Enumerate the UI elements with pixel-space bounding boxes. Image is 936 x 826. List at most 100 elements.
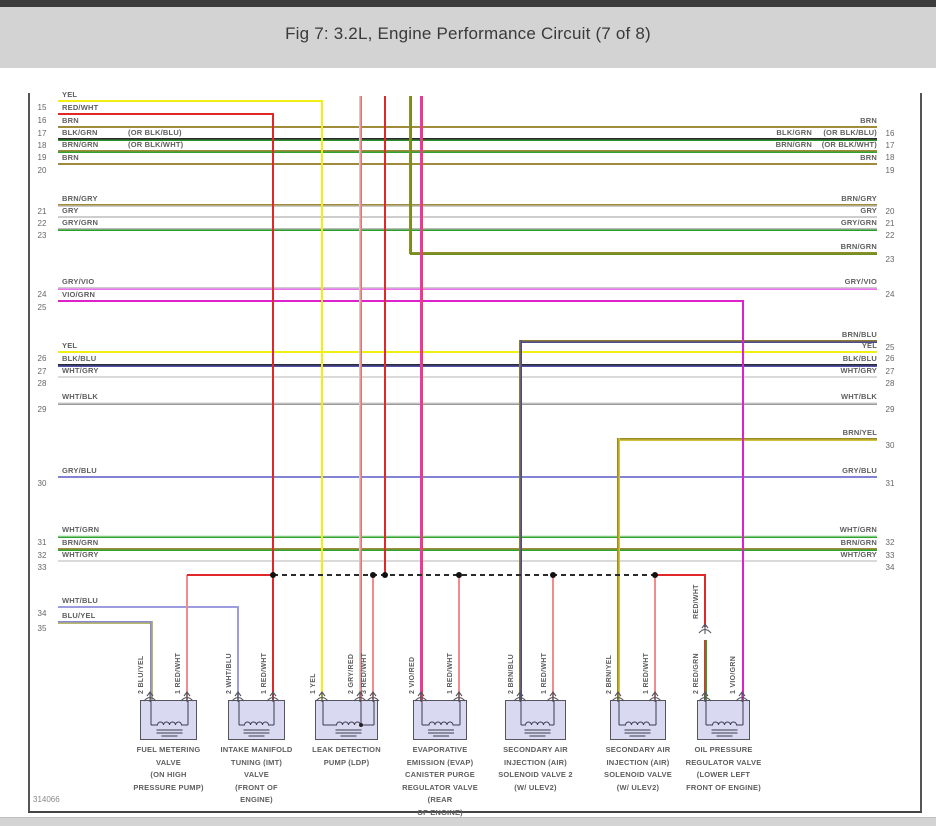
component-pin-label: 2 BRN/BLU xyxy=(508,653,515,694)
wire-yel xyxy=(320,100,324,700)
component-pin-label: 3 RED/WHT xyxy=(361,652,368,694)
wire-brn xyxy=(58,162,877,166)
pin-number-right: 26 xyxy=(885,354,895,363)
wire-label-right: BRN xyxy=(860,116,877,125)
wire-brn xyxy=(58,125,877,129)
wire-label-right: WHT/GRY xyxy=(840,550,877,559)
pin-arrow-icon xyxy=(266,689,280,702)
pin-number-right: 28 xyxy=(885,379,895,388)
junction-dot xyxy=(370,572,376,578)
pin-number-left: 30 xyxy=(37,479,47,488)
component-name-line: (REAR xyxy=(427,795,453,804)
wire-label-left: GRY/BLU xyxy=(62,466,97,475)
wire-label-left: BRN/GRN xyxy=(62,140,99,149)
wire-label-right: BRN/GRY xyxy=(841,194,877,203)
pin-number-right: 20 xyxy=(885,207,895,216)
pin-number-left: 18 xyxy=(37,141,47,150)
wire-gry xyxy=(58,215,877,219)
wire-label-left: GRY/GRN xyxy=(62,218,99,227)
wire-wht_blk xyxy=(58,401,877,405)
wire-brn_yel xyxy=(618,437,877,441)
pin-number-right: 27 xyxy=(885,367,895,376)
component-box xyxy=(505,700,566,740)
component-name-line: OF ENGINE) xyxy=(417,807,463,817)
pin-number-left: 26 xyxy=(37,354,47,363)
wire-brn_gry xyxy=(58,203,877,207)
pin-number-right: 23 xyxy=(885,255,895,264)
component-name-line: TUNING (IMT) xyxy=(230,757,283,767)
wire-label-left: WHT/GRN xyxy=(62,525,100,534)
pin-arrow-icon xyxy=(414,689,428,702)
wire-label-left: WHT/BLU xyxy=(62,596,98,605)
bottom-band xyxy=(0,817,936,826)
pin-number-right: 25 xyxy=(885,343,895,352)
wire-blk_grn xyxy=(58,137,877,141)
wire-brn_yel xyxy=(616,438,620,700)
component-name-line: INJECTION (AIR) xyxy=(504,757,567,767)
diagram-border-bottom xyxy=(28,811,922,813)
pin-number-right: 34 xyxy=(885,563,895,572)
wire-label-right: BRN/YEL xyxy=(842,428,877,437)
diagram-border-right xyxy=(920,93,922,812)
component-pin-label: 2 RED/GRN xyxy=(693,653,700,694)
wire-red_wht xyxy=(271,113,275,700)
component-pin-label: 1 RED/WHT xyxy=(175,652,182,694)
component-name-line: OIL PRESSURE xyxy=(694,745,753,754)
wire-yel xyxy=(58,99,322,103)
component-pin-label: 2 BRN/YEL xyxy=(606,654,613,694)
wire-red_wht xyxy=(383,96,387,575)
pin-number-left: 23 xyxy=(37,231,47,240)
pin-number-right: 17 xyxy=(885,141,895,150)
component-box xyxy=(610,700,666,740)
pin-number-left: 16 xyxy=(37,116,47,125)
pin-arrow-icon xyxy=(231,689,245,702)
wire-label-left: BRN xyxy=(62,153,79,162)
component-name-line: REGULATOR VALVE xyxy=(402,782,478,792)
wire-label-left: WHT/BLK xyxy=(62,392,98,401)
component-name-line: (W/ ULEV2) xyxy=(616,782,660,792)
wire-brn_blu xyxy=(518,340,522,700)
pin-arrow-icon xyxy=(353,689,367,702)
component-name-line: SOLENOID VALVE 2 xyxy=(498,770,573,779)
component-pin-label: 1 RED/WHT xyxy=(447,652,454,694)
component-name-line: INTAKE MANIFOLD xyxy=(220,745,293,754)
header-top-strip xyxy=(0,0,936,7)
pin-arrow-icon xyxy=(513,689,527,702)
wire-wht_gry xyxy=(58,559,877,563)
wire-label-left: GRY xyxy=(62,206,79,215)
wire-red_wht_splice xyxy=(457,575,461,700)
wire-red_wht_splice xyxy=(551,575,555,700)
pin-number-right: 18 xyxy=(885,153,895,162)
pin-number-right: 32 xyxy=(885,538,895,547)
component-pin-label: 1 RED/WHT xyxy=(261,652,268,694)
pin-number-left: 20 xyxy=(37,166,47,175)
junction-dot xyxy=(652,572,658,578)
component-pin-label: 2 GRY/RED xyxy=(348,653,355,694)
wire-label-right: BRN/GRN xyxy=(775,140,812,149)
wire-label-right: BRN/GRN xyxy=(840,242,877,251)
component-name-line: (FRONT OF xyxy=(235,782,278,792)
component-pin-label: 1 VIO/GRN xyxy=(730,655,737,694)
component-name-line: FUEL METERING xyxy=(136,745,201,754)
wire-label-left: BLK/BLU xyxy=(62,354,97,363)
pin-arrow-icon xyxy=(735,689,749,702)
pin-arrow-icon xyxy=(611,689,625,702)
junction-dot xyxy=(456,572,462,578)
wire-red_grn xyxy=(703,640,707,700)
wire-label-right: YEL xyxy=(861,341,877,350)
pin-number-right: 19 xyxy=(885,166,895,175)
wire-label-left: WHT/GRY xyxy=(62,366,99,375)
pin-number-left: 17 xyxy=(37,129,47,138)
bus-solid-left xyxy=(187,574,273,577)
wire-label-left: YEL xyxy=(62,341,78,350)
component-name-line: (W/ ULEV2) xyxy=(514,782,557,792)
wire-blk_blu xyxy=(58,363,877,367)
pin-number-right: 30 xyxy=(885,441,895,450)
component-name-line: VALVE xyxy=(156,757,181,767)
wire-red_wht xyxy=(58,112,273,116)
pin-number-left: 24 xyxy=(37,290,47,299)
figure-title: Fig 7: 3.2L, Engine Performance Circuit … xyxy=(285,24,651,43)
pin-number-left: 25 xyxy=(37,303,47,312)
